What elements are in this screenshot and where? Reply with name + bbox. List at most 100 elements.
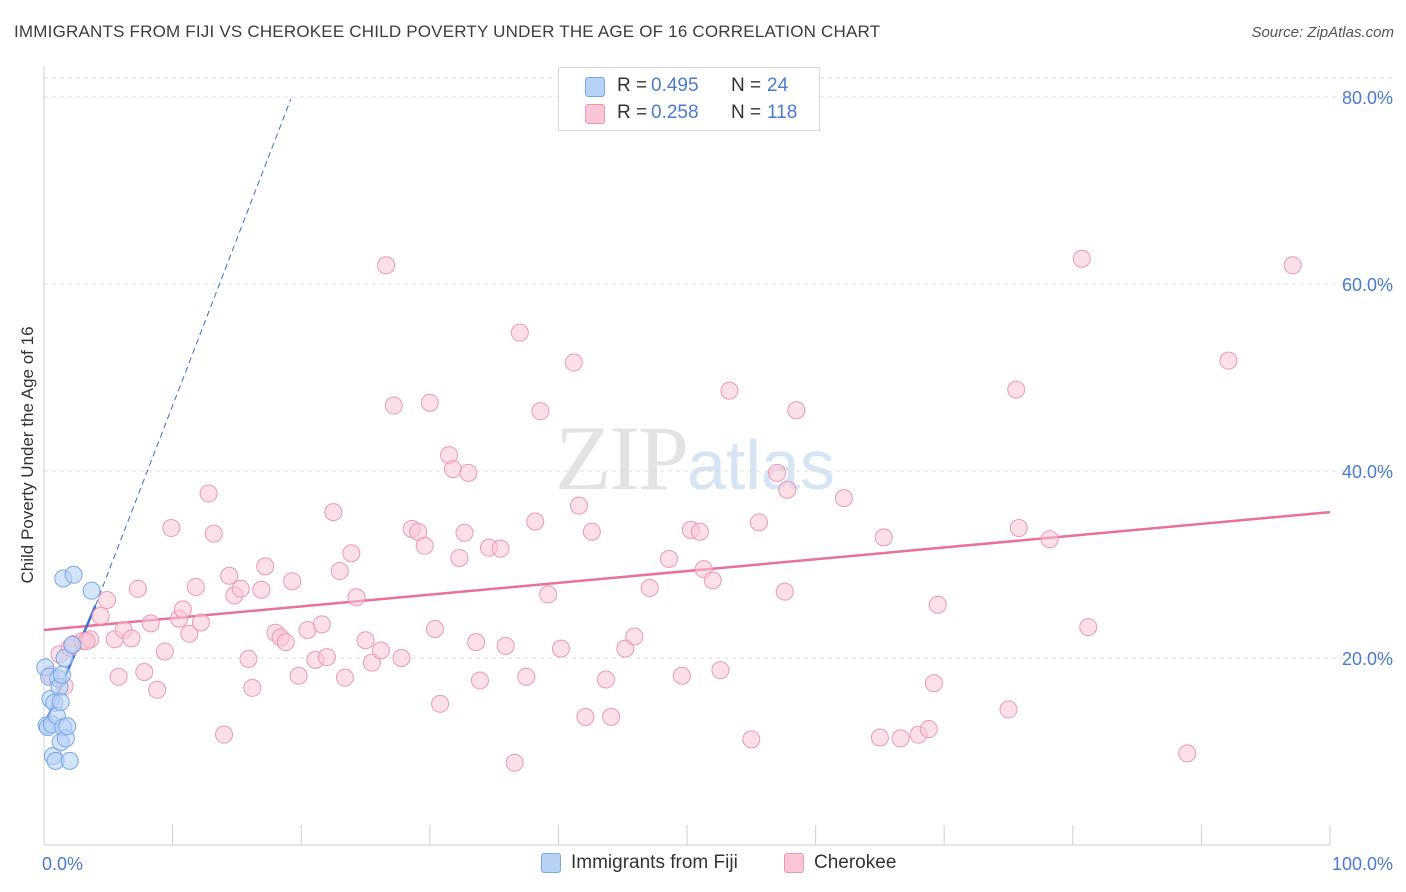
cherokee-point bbox=[283, 572, 302, 591]
cherokee-point bbox=[602, 707, 621, 726]
cherokee-point bbox=[450, 548, 469, 567]
cherokee-point bbox=[750, 513, 769, 532]
cherokee-point bbox=[135, 663, 154, 682]
cherokee-point bbox=[778, 480, 797, 499]
cherokee-point bbox=[330, 562, 349, 581]
cherokee-point bbox=[510, 323, 529, 342]
cherokee-point bbox=[491, 539, 510, 558]
legend-swatch-cherokee bbox=[585, 104, 605, 124]
cherokee-point bbox=[517, 667, 536, 686]
cherokee-point bbox=[467, 633, 486, 652]
cherokee-point bbox=[470, 671, 489, 690]
x-tick-label-max: 100.0% bbox=[1332, 854, 1393, 874]
bottom-legend-label-fiji: Immigrants from Fiji bbox=[571, 852, 738, 873]
cherokee-point bbox=[220, 566, 239, 585]
y-tick-label: 20.0% bbox=[1342, 649, 1393, 669]
cherokee-point bbox=[924, 674, 943, 693]
cherokee-point bbox=[243, 678, 262, 697]
cherokee-point bbox=[312, 615, 331, 634]
fiji-point bbox=[82, 581, 101, 600]
cherokee-point bbox=[1007, 380, 1026, 399]
cherokee-point bbox=[787, 401, 806, 420]
cherokee-point bbox=[252, 580, 271, 599]
cherokee-point bbox=[703, 571, 722, 590]
y-axis-label: Child Poverty Under the Age of 16 bbox=[18, 326, 37, 584]
cherokee-point bbox=[659, 549, 678, 568]
cherokee-point bbox=[564, 353, 583, 372]
cherokee-point bbox=[999, 700, 1018, 719]
cherokee-point bbox=[1283, 256, 1302, 275]
cherokee-point bbox=[425, 620, 444, 639]
cherokee-point bbox=[496, 636, 515, 655]
cherokee-point bbox=[256, 557, 275, 576]
cherokee-point bbox=[122, 629, 141, 648]
bottom-legend-swatch-cherokee bbox=[784, 853, 804, 873]
cherokee-point bbox=[834, 489, 853, 508]
watermark-atlas: atlas bbox=[687, 426, 835, 504]
cherokee-point bbox=[625, 627, 644, 646]
cherokee-point bbox=[431, 694, 450, 713]
legend-n-value: 24 bbox=[767, 75, 789, 96]
fiji-point bbox=[64, 565, 83, 584]
y-tick-label: 60.0% bbox=[1342, 275, 1393, 295]
cherokee-point bbox=[98, 591, 117, 610]
cherokee-point bbox=[459, 463, 478, 482]
cherokee-point bbox=[335, 668, 354, 687]
cherokee-point bbox=[582, 522, 601, 541]
cherokee-point bbox=[672, 666, 691, 685]
y-tick-labels: 80.0% 60.0% 40.0% 20.0% 0.0% 100.0% bbox=[42, 88, 1393, 874]
legend-r-label: R = bbox=[617, 102, 648, 123]
cherokee-point bbox=[775, 582, 794, 601]
correlation-legend: R = 0.495 N = 24 R = 0.258 N = 118 bbox=[558, 67, 820, 131]
cherokee-point bbox=[377, 256, 396, 275]
legend-n-value: 118 bbox=[767, 102, 798, 123]
legend-n-label: N = bbox=[731, 75, 762, 96]
cherokee-point bbox=[870, 728, 889, 747]
cherokee-point bbox=[1079, 618, 1098, 637]
legend-r-value: 0.495 bbox=[651, 75, 699, 96]
cherokee-point bbox=[1219, 351, 1238, 370]
cherokee-point bbox=[539, 585, 558, 604]
cherokee-point bbox=[711, 661, 730, 680]
cherokee-point bbox=[324, 503, 343, 522]
cherokee-point bbox=[531, 402, 550, 421]
cherokee-point bbox=[505, 753, 524, 772]
cherokee-point bbox=[420, 393, 439, 412]
cherokee-point bbox=[362, 653, 381, 672]
fiji-point bbox=[51, 692, 70, 711]
cherokee-point bbox=[91, 606, 110, 625]
cherokee-point bbox=[186, 577, 205, 596]
watermark: ZIPatlas bbox=[555, 405, 835, 511]
cherokee-point bbox=[891, 729, 910, 748]
cherokee-point bbox=[231, 579, 250, 598]
cherokee-point bbox=[1040, 530, 1059, 549]
fiji-trend-line-extension bbox=[94, 98, 292, 606]
cherokee-point bbox=[215, 725, 234, 744]
legend-swatch-fiji bbox=[585, 77, 605, 97]
cherokee-point bbox=[317, 648, 336, 667]
x-tick-label-min: 0.0% bbox=[42, 854, 83, 874]
cherokee-point bbox=[392, 649, 411, 667]
cherokee-point bbox=[551, 639, 570, 658]
fiji-point bbox=[60, 751, 79, 770]
cherokee-point bbox=[162, 519, 181, 538]
cherokee-point bbox=[616, 639, 635, 658]
cherokee-point bbox=[347, 588, 366, 607]
cherokee-point bbox=[576, 707, 595, 726]
chart-title: IMMIGRANTS FROM FIJI VS CHEROKEE CHILD P… bbox=[14, 22, 881, 41]
axes bbox=[43, 66, 1331, 846]
cherokee-point bbox=[768, 463, 787, 482]
bottom-legend-swatch-fiji bbox=[541, 853, 561, 873]
cherokee-point bbox=[204, 524, 223, 543]
cherokee-point bbox=[342, 544, 361, 563]
grid-lines bbox=[44, 77, 1392, 659]
cherokee-point bbox=[1009, 519, 1028, 538]
cherokee-point bbox=[1072, 249, 1091, 268]
cherokee-point bbox=[720, 381, 739, 400]
cherokee-point bbox=[526, 512, 545, 531]
cherokee-point bbox=[1178, 744, 1197, 763]
cherokee-point bbox=[199, 484, 218, 503]
cherokee-point bbox=[371, 641, 390, 660]
cherokee-trend-line bbox=[43, 510, 1331, 632]
